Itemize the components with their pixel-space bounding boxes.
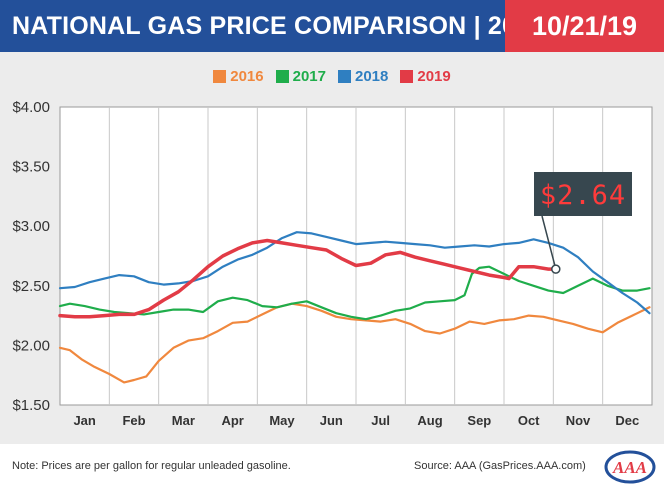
legend-label: 2018 xyxy=(355,67,389,85)
date-label: 10/21/19 xyxy=(531,10,638,41)
aaa-logo-icon: AAA xyxy=(604,450,656,484)
y-tick-label: $1.50 xyxy=(12,397,50,414)
legend-item: 2016 xyxy=(213,67,264,85)
logo-text: AAA xyxy=(612,458,647,477)
series-line-2018 xyxy=(58,231,651,315)
x-tick-label: Aug xyxy=(417,413,442,428)
legend-label: 2019 xyxy=(417,67,451,85)
series-line-2017 xyxy=(58,265,651,321)
x-tick-label: Oct xyxy=(518,413,540,428)
footer-source: Source: AAA (GasPrices.AAA.com) xyxy=(414,460,586,472)
legend-swatch xyxy=(338,69,351,83)
header: NATIONAL GAS PRICE COMPARISON | 2016-201… xyxy=(0,0,664,52)
callout-marker xyxy=(551,264,561,274)
y-tick-label: $3.50 xyxy=(12,159,50,176)
y-tick-label: $4.00 xyxy=(12,99,50,116)
series-line-2019 xyxy=(58,238,558,319)
x-tick-label: Sep xyxy=(467,413,491,428)
legend-item: 2019 xyxy=(400,67,451,85)
legend-label: 2016 xyxy=(230,67,264,85)
y-tick-label: $2.00 xyxy=(12,337,50,354)
legend-label: 2017 xyxy=(292,67,326,85)
legend-item: 2017 xyxy=(275,67,326,85)
y-tick-label: $3.00 xyxy=(12,218,50,235)
y-tick-label: $2.50 xyxy=(12,278,50,295)
legend-item: 2018 xyxy=(338,68,388,85)
x-tick-label: Dec xyxy=(615,413,639,428)
callout-pointer xyxy=(541,215,557,270)
x-tick-label: Jul xyxy=(371,413,390,428)
x-tick-label: Jan xyxy=(73,413,95,428)
legend-swatch xyxy=(275,69,289,83)
legend: 2016 2017 2018 2019 xyxy=(0,64,664,88)
x-tick-label: Apr xyxy=(221,413,243,428)
x-tick-label: Jun xyxy=(320,413,343,428)
date-band: 10/21/19 xyxy=(505,0,664,52)
legend-swatch xyxy=(213,69,227,83)
callout-box xyxy=(534,172,632,216)
callout-value: $2.64 xyxy=(540,180,626,211)
x-tick-label: Feb xyxy=(122,413,145,428)
series-line-2016 xyxy=(58,302,651,384)
x-tick-label: Mar xyxy=(172,413,195,428)
x-tick-label: May xyxy=(269,413,295,428)
footer-note: Note: Prices are per gallon for regular … xyxy=(12,460,291,472)
legend-swatch xyxy=(400,69,414,83)
x-tick-label: Nov xyxy=(566,413,591,428)
